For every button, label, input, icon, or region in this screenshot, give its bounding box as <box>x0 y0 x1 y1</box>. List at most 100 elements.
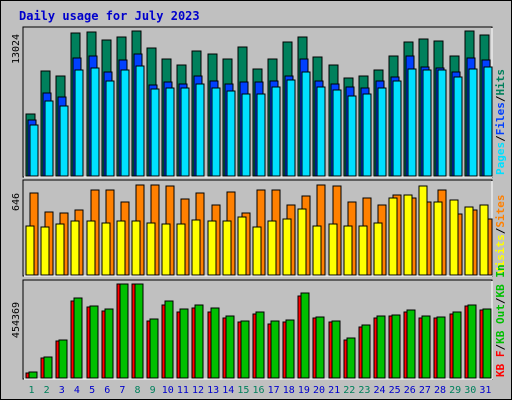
bar-middle-visits-day-5 <box>86 220 96 276</box>
x-tick-label-day-25: 25 <box>389 385 401 396</box>
legend-separator: / <box>494 297 507 304</box>
bar-middle-visits-day-8 <box>131 220 141 276</box>
x-tick-label-day-18: 18 <box>283 385 295 396</box>
legend-item-hits: Hits <box>494 69 507 96</box>
x-tick-label-day-3: 3 <box>59 385 65 396</box>
x-tick-label-day-14: 14 <box>222 385 234 396</box>
bar-top-pages-day-31 <box>483 66 493 177</box>
bar-top-pages-day-4 <box>74 69 84 177</box>
bar-bottom-kb-in-day-23 <box>361 324 371 379</box>
y-max-label-bottom: 454369 <box>11 302 22 338</box>
bar-middle-visits-day-12 <box>191 219 201 276</box>
bar-middle-visits-day-25 <box>388 197 398 276</box>
bar-bottom-kb-in-day-30 <box>467 304 477 379</box>
bar-bottom-kb-in-day-9 <box>149 318 159 379</box>
bar-top-pages-day-15 <box>241 93 251 177</box>
legend-item-files: Files <box>494 102 507 135</box>
bar-top-pages-day-28 <box>437 69 447 177</box>
legend-item-kb-in: KB In <box>494 264 507 297</box>
legend-item-visits: Visits <box>494 234 507 274</box>
bar-middle-visits-day-2 <box>40 226 50 276</box>
bar-top-pages-day-7 <box>120 69 130 177</box>
legend-top: Pages/Files/Hits <box>494 69 507 175</box>
bar-middle-visits-day-20 <box>312 225 322 276</box>
bar-bottom-kb-in-day-1 <box>28 371 38 379</box>
bar-bottom-kb-in-day-3 <box>58 339 68 379</box>
bar-bottom-kb-in-day-27 <box>421 315 431 379</box>
bar-middle-visits-day-3 <box>55 223 65 276</box>
bar-middle-visits-day-24 <box>373 222 383 276</box>
bar-middle-visits-day-10 <box>161 223 171 276</box>
x-tick-label-day-28: 28 <box>434 385 446 396</box>
bar-middle-visits-day-6 <box>101 222 111 276</box>
bar-bottom-kb-in-day-26 <box>406 309 416 379</box>
bar-top-pages-day-18 <box>286 79 296 177</box>
bar-top-pages-day-1 <box>29 124 39 177</box>
bar-middle-visits-day-31 <box>479 204 489 276</box>
bar-middle-visits-day-21 <box>328 223 338 276</box>
bar-bottom-kb-in-day-15 <box>240 320 250 379</box>
bar-middle-visits-day-29 <box>449 199 459 276</box>
bar-top-pages-day-25 <box>392 80 402 177</box>
x-tick-label-day-2: 2 <box>44 385 50 396</box>
bar-middle-visits-day-4 <box>70 220 80 276</box>
bar-middle-visits-day-11 <box>176 223 186 276</box>
x-tick-label-day-26: 26 <box>404 385 416 396</box>
x-tick-label-day-21: 21 <box>328 385 340 396</box>
bar-bottom-kb-in-day-31 <box>482 308 492 379</box>
bar-middle-visits-day-7 <box>116 220 126 276</box>
bar-top-pages-day-19 <box>301 71 311 177</box>
bar-top-pages-day-12 <box>195 83 205 177</box>
x-tick-label-day-4: 4 <box>74 385 80 396</box>
x-tick-label-day-6: 6 <box>104 385 110 396</box>
bar-bottom-kb-in-day-18 <box>285 319 295 379</box>
bar-bottom-kb-in-day-29 <box>452 311 462 379</box>
bar-middle-visits-day-17 <box>267 220 277 276</box>
bar-middle-visits-day-1 <box>25 225 35 276</box>
bar-top-pages-day-22 <box>347 95 357 177</box>
bar-bottom-kb-in-day-6 <box>104 308 114 379</box>
x-tick-label-day-20: 20 <box>313 385 325 396</box>
x-tick-label-day-7: 7 <box>119 385 125 396</box>
chart-title: Daily usage for July 2023 <box>19 9 200 23</box>
bar-top-pages-day-14 <box>226 90 236 177</box>
bar-middle-visits-day-15 <box>237 216 247 276</box>
legend-separator: / <box>494 344 507 351</box>
bar-top-pages-day-20 <box>316 86 326 177</box>
bar-top-pages-day-10 <box>165 87 175 177</box>
bar-top-pages-day-13 <box>211 87 221 177</box>
x-tick-label-day-1: 1 <box>29 385 35 396</box>
bar-top-pages-day-21 <box>332 89 342 177</box>
y-max-label-top: 13024 <box>11 34 22 64</box>
bar-bottom-kb-in-day-21 <box>331 320 341 379</box>
bar-middle-visits-day-19 <box>297 208 307 276</box>
bar-bottom-kb-in-day-2 <box>43 356 53 379</box>
x-tick-label-day-11: 11 <box>177 385 189 396</box>
x-tick-label-day-16: 16 <box>252 385 264 396</box>
x-tick-label-day-27: 27 <box>419 385 431 396</box>
bar-middle-visits-day-14 <box>222 220 232 276</box>
bar-top-pages-day-3 <box>59 105 69 177</box>
x-tick-label-day-10: 10 <box>162 385 174 396</box>
bar-top-pages-day-30 <box>468 68 478 177</box>
x-tick-label-day-31: 31 <box>479 385 491 396</box>
bar-middle-visits-day-26 <box>403 194 413 276</box>
x-tick-label-day-13: 13 <box>207 385 219 396</box>
bar-middle-visits-day-30 <box>464 206 474 276</box>
x-tick-label-day-22: 22 <box>343 385 355 396</box>
bar-top-pages-day-24 <box>377 87 387 177</box>
bar-bottom-kb-in-day-28 <box>436 316 446 379</box>
x-tick-label-day-5: 5 <box>89 385 95 396</box>
x-tick-label-day-17: 17 <box>268 385 280 396</box>
bar-middle-visits-day-13 <box>207 220 217 276</box>
bar-top-pages-day-6 <box>105 80 115 177</box>
x-tick-label-day-30: 30 <box>464 385 476 396</box>
bar-bottom-kb-in-day-11 <box>179 308 189 379</box>
bar-bottom-kb-in-day-22 <box>346 337 356 379</box>
legend-item-sites: Sites <box>494 195 507 228</box>
x-tick-label-day-12: 12 <box>192 385 204 396</box>
bar-top-pages-day-5 <box>90 67 100 177</box>
legend-item-pages: Pages <box>494 142 507 175</box>
